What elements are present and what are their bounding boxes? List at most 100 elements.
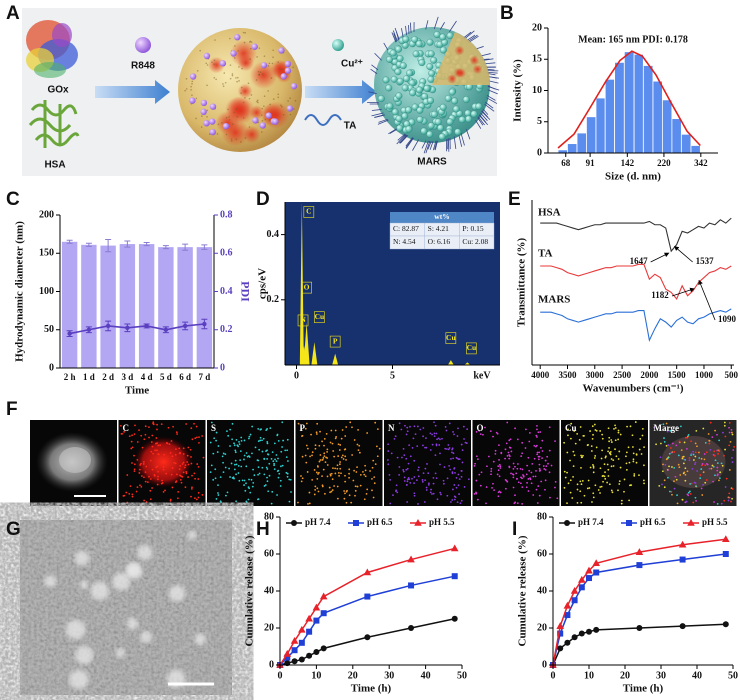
- element-dot: [494, 449, 497, 452]
- element-dot: [516, 438, 519, 441]
- texture: [388, 128, 398, 135]
- element-dot: [277, 476, 280, 479]
- texture: [439, 103, 447, 111]
- element-dot: [307, 503, 309, 505]
- element-dot: [592, 466, 595, 469]
- element-dot: [268, 474, 271, 477]
- element-dot: [344, 492, 346, 495]
- element-dot: [704, 441, 707, 444]
- marker: [571, 634, 578, 641]
- element-dot: [148, 436, 150, 439]
- element-dot: [364, 464, 367, 467]
- element-dot: [432, 476, 435, 479]
- element-dot: [371, 477, 373, 480]
- texture: [196, 70, 199, 72]
- element-dot: [389, 479, 392, 481]
- legend-label: pH 7.4: [305, 517, 331, 527]
- element-dot: [376, 455, 379, 458]
- element-dot: [277, 457, 279, 460]
- element-dot: [240, 439, 243, 442]
- element-dot: [623, 490, 625, 493]
- y-tick-label: 40: [537, 585, 547, 596]
- error-bar: [124, 240, 131, 248]
- element-dot: [701, 494, 704, 496]
- texture: [460, 132, 465, 146]
- element-dot: [512, 468, 515, 470]
- element-dot: [259, 439, 262, 442]
- element-dot: [592, 433, 594, 436]
- element-dot: [262, 437, 265, 440]
- element-dot: [160, 423, 163, 425]
- element-dot: [536, 453, 539, 456]
- element-dot: [592, 465, 595, 468]
- x-tick-label: 342: [694, 158, 708, 168]
- texture: [267, 65, 270, 67]
- texture: [235, 77, 237, 79]
- marker: [298, 656, 305, 663]
- schematic-label: MARS: [417, 157, 447, 168]
- element-dot: [394, 435, 397, 438]
- element-dot: [521, 452, 524, 455]
- element-dot: [635, 461, 638, 464]
- x-tick-label: 20: [620, 670, 630, 681]
- element-dot: [460, 499, 463, 502]
- element-dot: [628, 499, 631, 502]
- texture: [405, 25, 407, 36]
- element-dot: [372, 496, 375, 499]
- element-dot: [326, 448, 329, 451]
- element-dot: [692, 501, 695, 504]
- element-dot: [668, 452, 671, 455]
- element-dot: [285, 471, 288, 474]
- element-dot: [498, 463, 501, 466]
- marker: [319, 592, 328, 600]
- element-dot: [373, 476, 376, 479]
- element-dot: [131, 434, 134, 437]
- texture: [415, 40, 423, 48]
- y-tick-label: 50: [44, 324, 54, 335]
- hsa-protein: [28, 100, 80, 148]
- element-dot: [695, 499, 697, 502]
- element-dot: [239, 450, 242, 453]
- bar: [633, 53, 644, 154]
- element-dot: [281, 464, 284, 467]
- element-dot: [273, 462, 276, 465]
- element-dot: [473, 464, 476, 467]
- element-dot: [278, 472, 281, 475]
- marker: [679, 556, 686, 563]
- element-dot: [602, 480, 604, 483]
- bar: [652, 80, 663, 154]
- element-dot: [527, 456, 530, 459]
- element-dot: [273, 468, 276, 471]
- texture: [416, 116, 424, 124]
- element-dot: [212, 452, 215, 455]
- element-dot: [156, 423, 158, 426]
- element-dot: [448, 447, 451, 449]
- element-dot: [730, 500, 732, 503]
- element-dot: [514, 494, 516, 497]
- element-dot: [528, 469, 531, 472]
- element-dot: [453, 498, 456, 501]
- element-dot: [279, 479, 282, 482]
- element-dot: [668, 465, 670, 468]
- element-dot: [245, 452, 248, 454]
- element-dot: [386, 459, 389, 461]
- marker: [291, 658, 298, 665]
- element-dot: [183, 466, 186, 469]
- y-tick-label: 20: [537, 622, 547, 633]
- element-dot: [120, 424, 122, 427]
- element-dot: [731, 497, 734, 500]
- element-dot: [131, 495, 134, 498]
- element-dot: [662, 463, 664, 466]
- particle: [168, 585, 186, 602]
- element-dot: [152, 421, 155, 424]
- x-tick-label: 3000: [586, 370, 605, 380]
- element-dot: [300, 475, 302, 477]
- element-dot: [311, 478, 314, 481]
- element-dot: [321, 440, 323, 443]
- element-dot: [677, 463, 680, 466]
- element-dot: [544, 488, 546, 491]
- element-dot: [251, 485, 254, 488]
- element-dot: [537, 431, 540, 434]
- series-line: [279, 547, 455, 666]
